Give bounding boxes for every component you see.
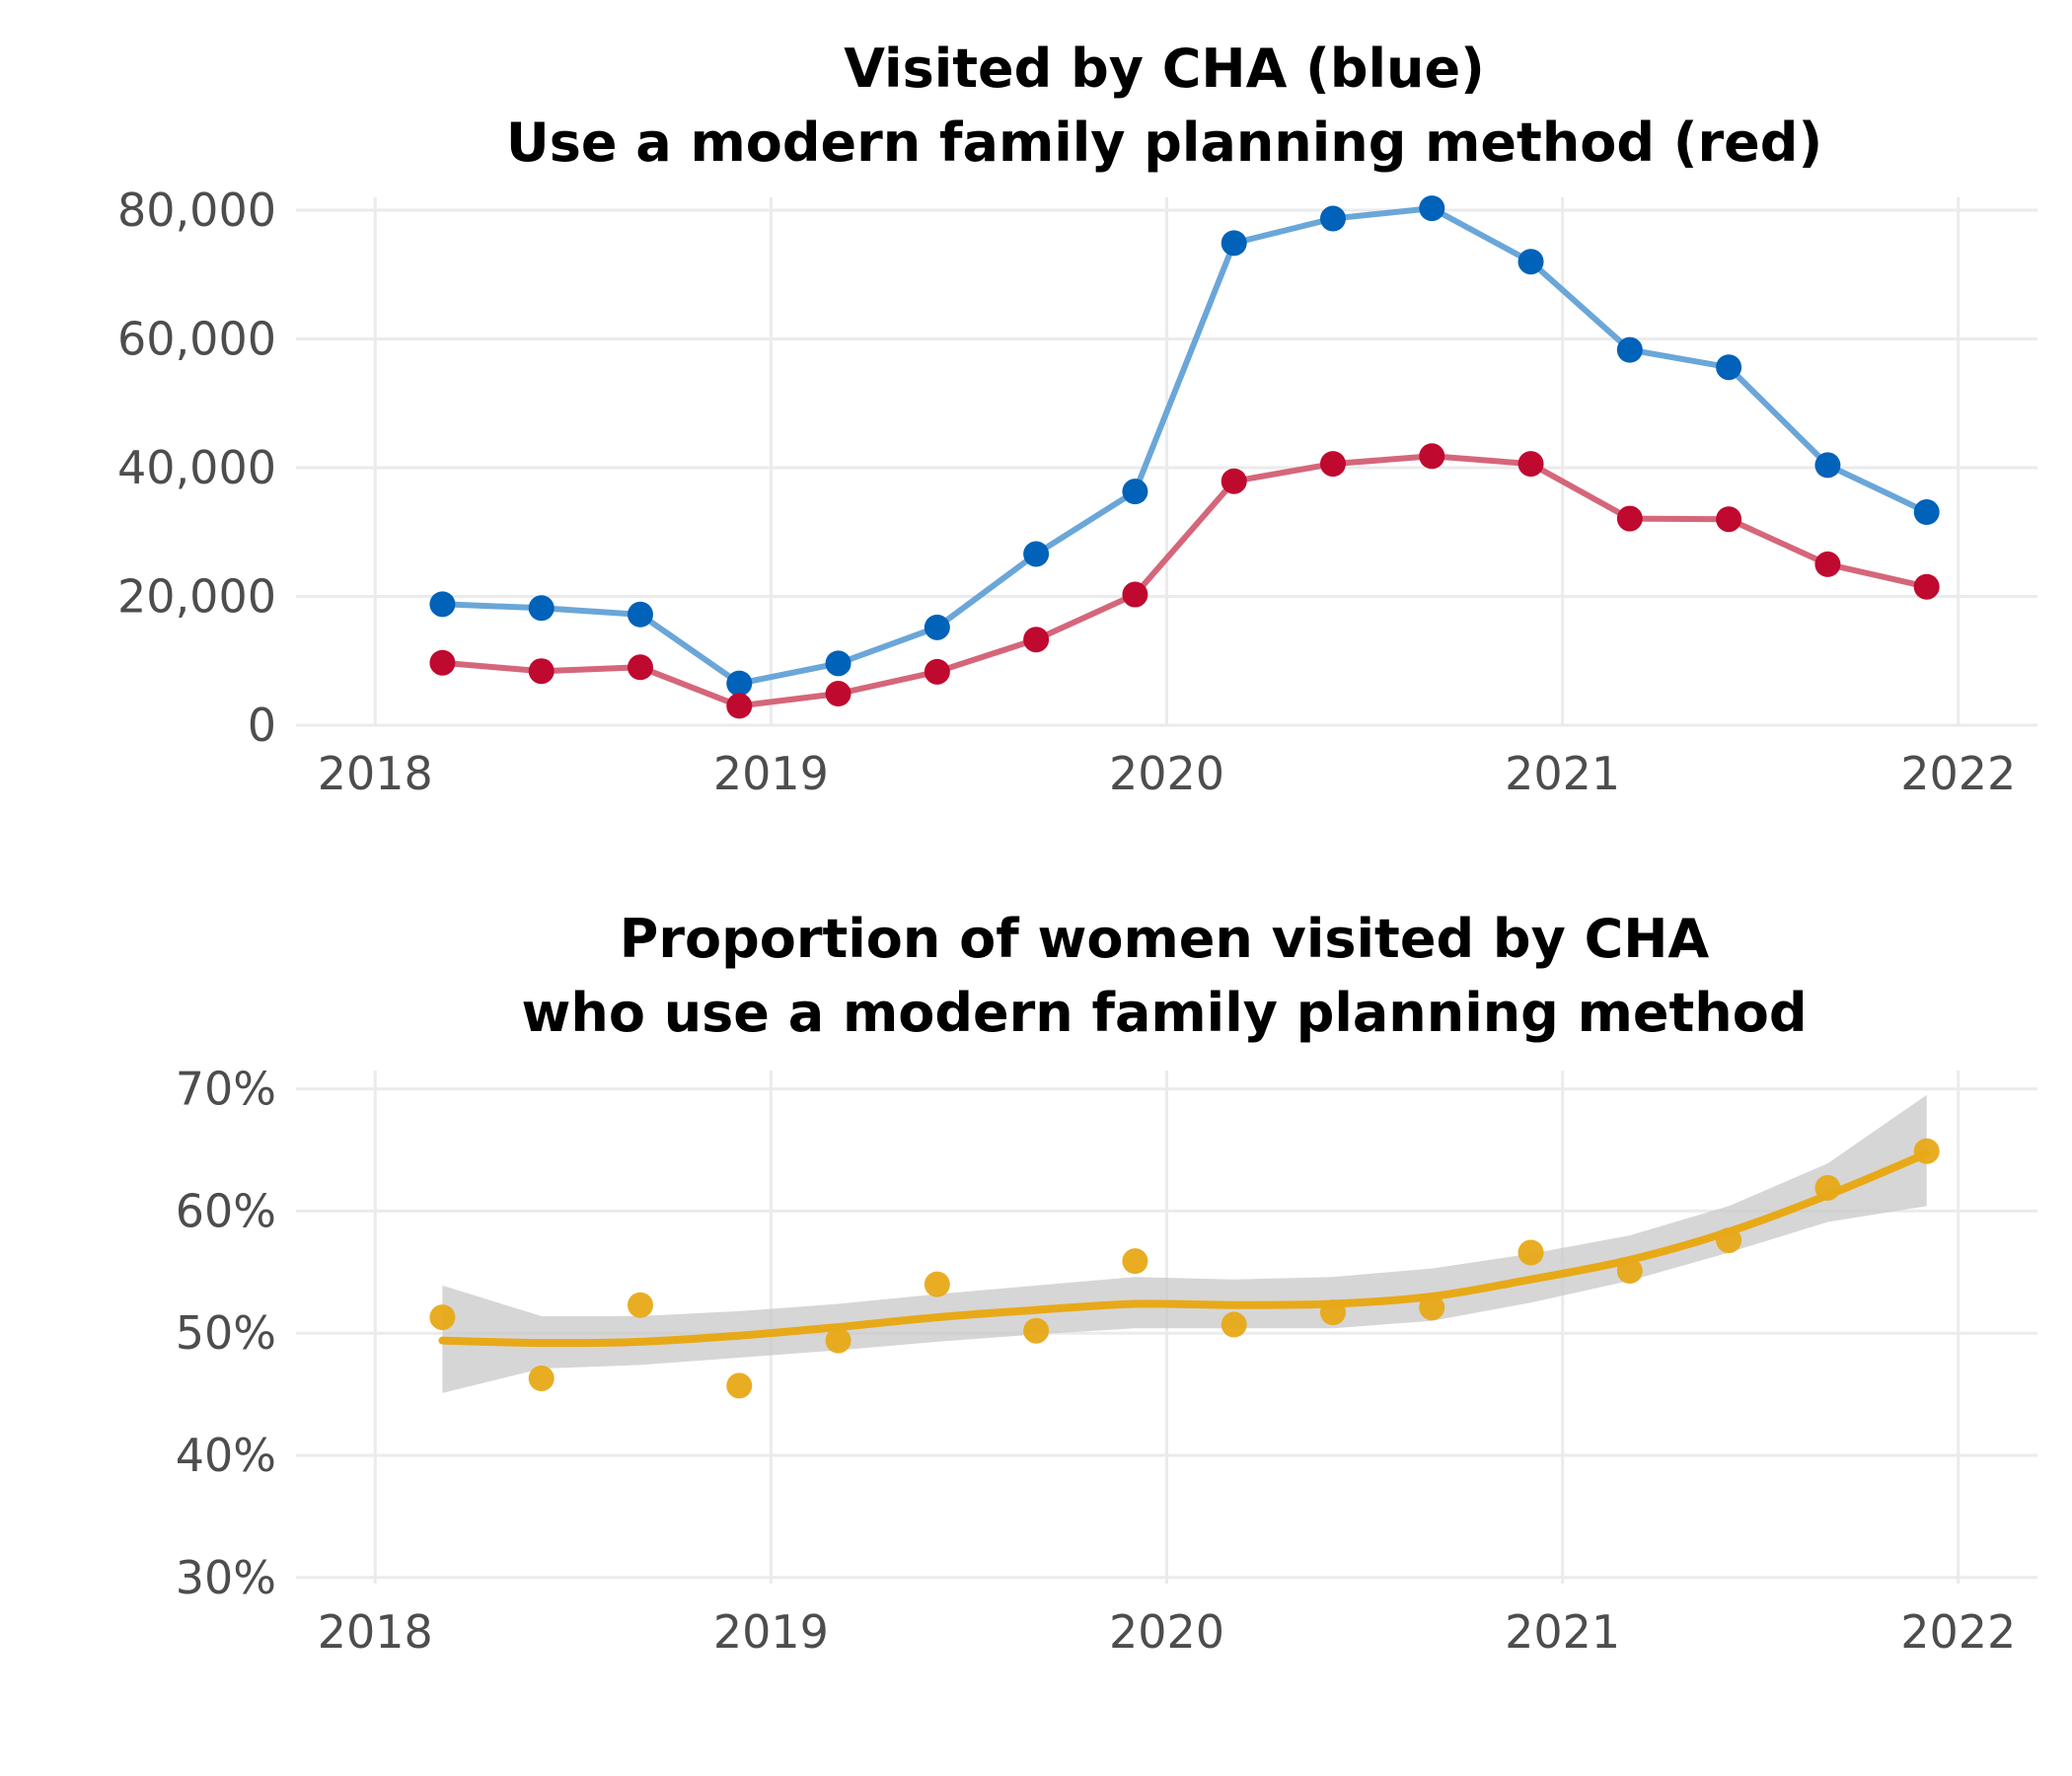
data-point-visited-by-cha xyxy=(627,601,653,628)
data-point-modern-fp-method xyxy=(429,649,456,676)
data-point-modern-fp-method xyxy=(627,654,653,681)
x-tick-label: 2019 xyxy=(713,1605,829,1659)
data-point-modern-fp-method xyxy=(1517,451,1544,478)
data-point-proportion xyxy=(528,1366,555,1391)
panel-visits-title-line-2: Use a modern family planning method (red… xyxy=(506,111,1822,174)
data-point-visited-by-cha xyxy=(924,614,950,640)
data-point-visited-by-cha xyxy=(429,591,456,618)
data-point-visited-by-cha xyxy=(1122,479,1148,505)
y-tick-label: 40% xyxy=(176,1429,276,1482)
y-tick-label: 70% xyxy=(176,1063,276,1116)
x-tick-label: 2021 xyxy=(1505,1605,1620,1659)
data-point-modern-fp-method xyxy=(1221,468,1247,494)
data-point-proportion xyxy=(825,1327,851,1354)
panel-visits-series-points xyxy=(429,195,1940,719)
data-point-modern-fp-method xyxy=(1616,505,1643,532)
data-point-visited-by-cha xyxy=(1419,195,1445,222)
data-point-proportion xyxy=(1122,1248,1148,1275)
data-point-modern-fp-method xyxy=(1122,581,1148,608)
x-tick-label: 2021 xyxy=(1505,747,1620,800)
y-tick-label: 20,000 xyxy=(117,570,276,624)
data-point-visited-by-cha xyxy=(1814,452,1841,479)
data-point-modern-fp-method xyxy=(1319,451,1346,478)
panel-proportion-smooth-line xyxy=(438,1149,1931,1348)
y-tick-label: 50% xyxy=(176,1306,276,1360)
x-tick-label: 2018 xyxy=(318,1605,433,1659)
data-point-modern-fp-method xyxy=(1913,573,1940,600)
data-point-visited-by-cha xyxy=(1023,541,1050,567)
panel-proportion-x-axis: 2018 2019 2020 2021 2022 xyxy=(318,1605,2017,1659)
y-tick-label: 30% xyxy=(176,1551,276,1604)
data-point-modern-fp-method xyxy=(726,693,753,719)
x-tick-label: 2020 xyxy=(1109,1605,1224,1659)
panel-proportion-confidence-band xyxy=(442,1094,1927,1393)
panel-visits-gridlines xyxy=(296,197,2037,727)
data-point-proportion xyxy=(726,1372,753,1399)
data-point-visited-by-cha xyxy=(1913,499,1940,526)
data-point-proportion xyxy=(924,1271,950,1297)
y-tick-label: 60% xyxy=(176,1184,276,1237)
panel-proportion-title-line-1: Proportion of women visited by CHA xyxy=(620,908,1710,970)
data-point-modern-fp-method xyxy=(1716,506,1742,533)
data-point-proportion xyxy=(429,1304,456,1331)
x-tick-label: 2022 xyxy=(1900,747,2016,800)
data-point-modern-fp-method xyxy=(825,681,851,707)
panel-proportion-title-line-2: who use a modern family planning method xyxy=(521,982,1807,1044)
panel-visits-x-axis: 2018 2019 2020 2021 2022 xyxy=(318,747,2017,800)
x-tick-label: 2018 xyxy=(318,747,433,800)
series-line-modern-fp-method xyxy=(442,453,1928,709)
data-point-modern-fp-method xyxy=(1419,443,1445,470)
data-point-visited-by-cha xyxy=(825,650,851,677)
x-tick-label: 2019 xyxy=(713,747,829,800)
data-point-proportion xyxy=(1023,1317,1050,1344)
panel-visits-y-axis: 0 20,000 40,000 60,000 80,000 xyxy=(117,184,276,752)
y-tick-label: 80,000 xyxy=(117,184,276,237)
data-point-modern-fp-method xyxy=(924,658,950,685)
data-point-modern-fp-method xyxy=(528,658,555,685)
panel-proportion: Proportion of women visited by CHA who u… xyxy=(176,908,2037,1659)
panel-visits: Visited by CHA (blue) Use a modern famil… xyxy=(117,37,2037,800)
y-tick-label: 60,000 xyxy=(117,313,276,366)
panel-visits-series-lines xyxy=(442,205,1928,709)
x-tick-label: 2022 xyxy=(1900,1605,2016,1659)
data-point-proportion xyxy=(627,1292,653,1318)
data-point-visited-by-cha xyxy=(1221,230,1247,257)
y-tick-label: 0 xyxy=(248,699,276,752)
data-point-modern-fp-method xyxy=(1814,551,1841,577)
data-point-proportion xyxy=(1517,1239,1544,1266)
y-tick-label: 40,000 xyxy=(117,441,276,494)
x-tick-label: 2020 xyxy=(1109,747,1224,800)
data-point-visited-by-cha xyxy=(528,595,555,622)
smooth-trend-line xyxy=(438,1149,1931,1348)
data-point-visited-by-cha xyxy=(726,670,753,697)
data-point-visited-by-cha xyxy=(1319,205,1346,232)
data-point-proportion xyxy=(1221,1311,1247,1338)
data-point-modern-fp-method xyxy=(1023,627,1050,653)
panel-visits-title-line-1: Visited by CHA (blue) xyxy=(844,37,1485,100)
series-line-visited-by-cha xyxy=(442,205,1928,687)
confidence-band xyxy=(442,1094,1927,1393)
data-point-visited-by-cha xyxy=(1517,249,1544,275)
panel-proportion-y-axis: 30% 40% 50% 60% 70% xyxy=(176,1063,276,1604)
data-point-visited-by-cha xyxy=(1616,336,1643,363)
data-point-visited-by-cha xyxy=(1716,354,1742,381)
